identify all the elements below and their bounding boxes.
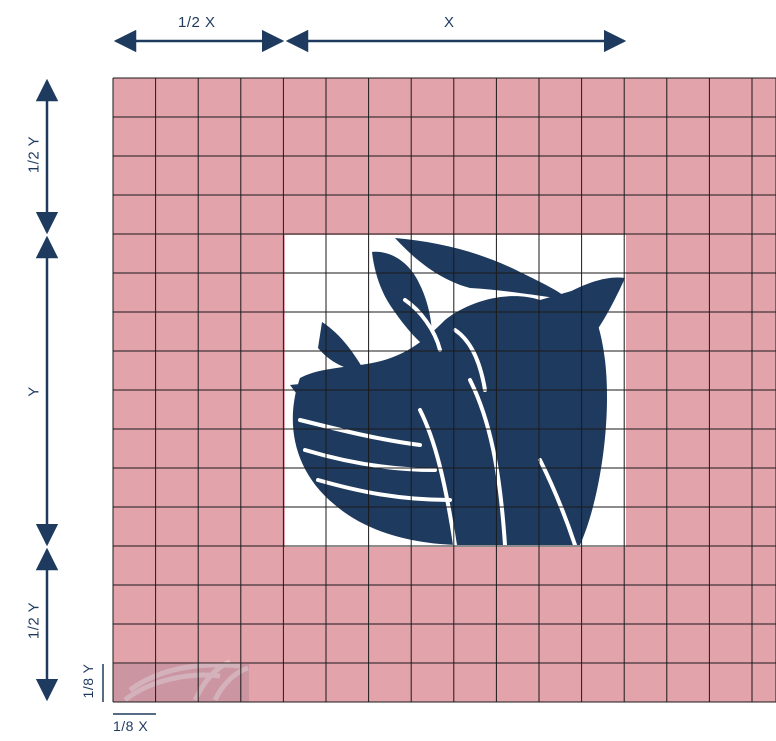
label-half-y-top: 1/2 Y — [25, 135, 43, 174]
label-eighth-x: 1/8 X — [113, 718, 149, 734]
label-y: Y — [25, 386, 43, 397]
unicorn-watermark-icon — [123, 659, 249, 702]
label-eighth-y: 1/8 Y — [80, 663, 96, 699]
watermark-box — [113, 664, 249, 702]
label-x: X — [444, 14, 455, 31]
grid-lines — [112, 77, 776, 703]
label-half-x: 1/2 X — [178, 14, 216, 31]
label-half-y-bottom: 1/2 Y — [25, 601, 43, 640]
unicorn-head-logo-icon — [290, 238, 625, 545]
